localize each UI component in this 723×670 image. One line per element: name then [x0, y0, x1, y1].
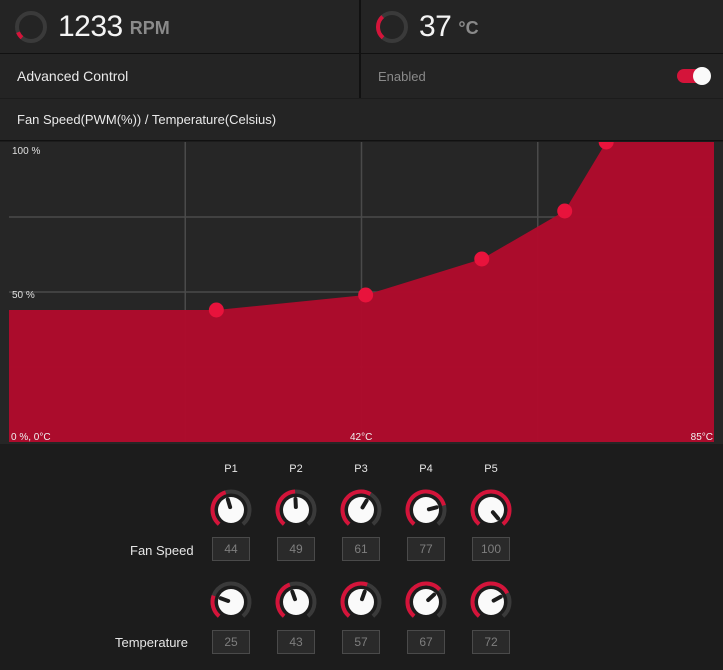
- column-header-p2: P2: [289, 463, 303, 475]
- curve-point-p4[interactable]: [557, 203, 573, 219]
- fan-rpm-panel: 1233 RPM: [0, 0, 361, 54]
- temperature-knob-p3[interactable]: [339, 580, 383, 624]
- advanced-control-toggle[interactable]: [677, 67, 711, 85]
- temperature-unit: °C: [458, 18, 479, 38]
- temperature-panel: 37 °C: [361, 0, 723, 54]
- advanced-control-state-cell: Enabled: [361, 54, 723, 98]
- fan-curve-chart: 100 % 50 % 0 %, 0°C 42°C 85°C: [0, 142, 723, 444]
- fan-speed-knob-p4[interactable]: [404, 488, 448, 532]
- temperature-input-p4[interactable]: 67: [407, 630, 445, 654]
- fan-speed-input-p2[interactable]: 49: [277, 537, 315, 561]
- temperature-input-p3[interactable]: 57: [342, 630, 380, 654]
- fan-speed-knob-p3[interactable]: [339, 488, 383, 532]
- advanced-control-label: Advanced Control: [0, 54, 361, 98]
- temperature-knob-p2[interactable]: [274, 580, 318, 624]
- temperature-row-label: Temperature: [115, 635, 188, 650]
- fan-curve-area: [9, 142, 714, 442]
- temperature-input-p2[interactable]: 43: [277, 630, 315, 654]
- chart-title: Fan Speed(PWM(%)) / Temperature(Celsius): [0, 99, 723, 141]
- fan-speed-knob-p1[interactable]: [209, 488, 253, 532]
- y-tick-mid: 50 %: [12, 290, 35, 301]
- x-tick-max: 85°C: [691, 432, 713, 443]
- temperature-value: 37: [419, 9, 452, 43]
- curve-point-p1[interactable]: [208, 302, 224, 318]
- fan-speed-input-p5[interactable]: 100: [472, 537, 510, 561]
- temperature-input-p1[interactable]: 25: [212, 630, 250, 654]
- fan-speed-knob-p5[interactable]: [469, 488, 513, 532]
- temperature-knob-p5[interactable]: [469, 580, 513, 624]
- y-tick-top: 100 %: [12, 146, 40, 157]
- temperature-knob-p4[interactable]: [404, 580, 448, 624]
- column-header-p1: P1: [224, 463, 238, 475]
- fan-speed-input-p4[interactable]: 77: [407, 537, 445, 561]
- toggle-knob: [693, 67, 711, 85]
- curve-point-p5[interactable]: [598, 142, 614, 150]
- temperature-knob-p1[interactable]: [209, 580, 253, 624]
- curve-point-p3[interactable]: [474, 251, 490, 267]
- fan-rpm-value: 1233: [58, 9, 123, 43]
- temperature-gauge-icon: [376, 10, 408, 43]
- status-row: 1233 RPM 37 °C: [0, 0, 723, 54]
- fan-speed-knob-p2[interactable]: [274, 488, 318, 532]
- fan-rpm-unit: RPM: [129, 18, 170, 38]
- curve-point-p2[interactable]: [358, 287, 374, 303]
- fan-speed-input-p1[interactable]: 44: [212, 537, 250, 561]
- column-header-p3: P3: [354, 463, 368, 475]
- column-header-p4: P4: [419, 463, 433, 475]
- fan-speed-input-p3[interactable]: 61: [342, 537, 380, 561]
- x-tick-origin: 0 %, 0°C: [11, 432, 51, 443]
- temperature-input-p5[interactable]: 72: [472, 630, 510, 654]
- fan-speed-row-label: Fan Speed: [130, 543, 194, 558]
- fan-gauge-icon: [15, 10, 47, 43]
- fan-curve-svg: 100 % 50 % 0 %, 0°C 42°C 85°C: [9, 142, 714, 443]
- x-tick-mid: 42°C: [350, 432, 372, 443]
- column-header-p5: P5: [484, 463, 498, 475]
- advanced-control-row: Advanced Control Enabled: [0, 54, 723, 98]
- advanced-control-state-label: Enabled: [378, 68, 426, 84]
